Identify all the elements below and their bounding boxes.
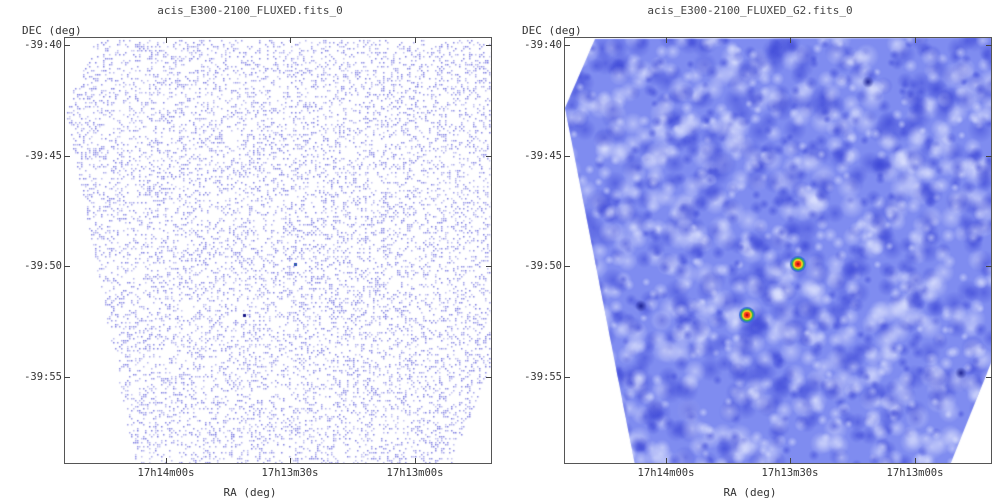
- image-panel-right: acis_E300-2100_FLUXED_G2.fits_0 DEC (deg…: [500, 0, 1000, 504]
- image-panel-left: acis_E300-2100_FLUXED.fits_0 DEC (deg) -…: [22, 4, 492, 499]
- y-tick: [986, 377, 992, 378]
- x-tick: [166, 37, 167, 43]
- x-tick: [915, 37, 916, 43]
- y-tick: [486, 156, 492, 157]
- y-tick-label: -39:45: [24, 150, 62, 162]
- x-tick: [290, 37, 291, 43]
- x-tick: [666, 37, 667, 43]
- y-tick-label: -39:40: [524, 39, 562, 51]
- y-tick: [564, 45, 570, 46]
- y-tick-label: -39:40: [24, 39, 62, 51]
- fits-image-sparse[interactable]: [65, 38, 491, 463]
- y-tick-label: -39:50: [524, 260, 562, 272]
- x-tick-label: 17h13m30s: [261, 467, 319, 479]
- fits-image-smoothed[interactable]: [565, 38, 991, 463]
- y-axis-label: DEC (deg): [522, 24, 582, 37]
- x-tick-label: 17h14m00s: [137, 467, 195, 479]
- x-tick: [666, 458, 667, 464]
- x-tick: [415, 37, 416, 43]
- y-tick: [564, 156, 570, 157]
- y-tick: [64, 377, 70, 378]
- x-axis-label: RA (deg): [223, 486, 277, 499]
- y-tick-label: -39:50: [24, 260, 62, 272]
- y-tick: [564, 266, 570, 267]
- y-tick-label: -39:55: [24, 371, 62, 383]
- x-tick: [915, 458, 916, 464]
- x-axis-label: RA (deg): [723, 486, 777, 499]
- y-tick: [986, 45, 992, 46]
- panel-title: acis_E300-2100_FLUXED.fits_0: [157, 4, 343, 17]
- y-tick: [986, 266, 992, 267]
- x-tick-label: 17h13m00s: [886, 467, 944, 479]
- x-tick: [415, 458, 416, 464]
- x-tick-label: 17h13m00s: [386, 467, 444, 479]
- panel-title: acis_E300-2100_FLUXED_G2.fits_0: [647, 4, 853, 17]
- y-tick-label: -39:45: [524, 150, 562, 162]
- image-canvas-frame[interactable]: [564, 37, 992, 464]
- x-tick-label: 17h13m30s: [761, 467, 819, 479]
- x-tick: [790, 37, 791, 43]
- y-tick: [986, 156, 992, 157]
- x-tick: [290, 458, 291, 464]
- y-tick: [486, 45, 492, 46]
- y-tick: [486, 377, 492, 378]
- y-tick-label: -39:55: [524, 371, 562, 383]
- y-tick: [486, 266, 492, 267]
- y-tick: [64, 156, 70, 157]
- image-canvas-frame[interactable]: [64, 37, 492, 464]
- y-tick: [64, 45, 70, 46]
- x-tick-label: 17h14m00s: [637, 467, 695, 479]
- x-tick: [790, 458, 791, 464]
- y-tick: [64, 266, 70, 267]
- y-axis-label: DEC (deg): [22, 24, 82, 37]
- y-tick: [564, 377, 570, 378]
- x-tick: [166, 458, 167, 464]
